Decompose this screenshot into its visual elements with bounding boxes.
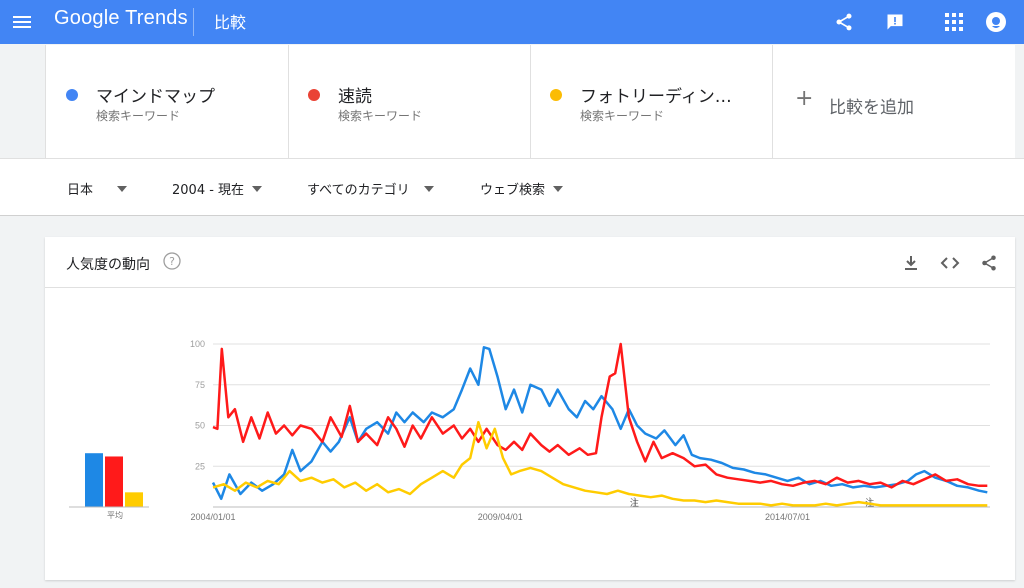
dropdown-caret-icon <box>252 185 263 192</box>
dropdown-caret-icon <box>553 185 564 192</box>
note-marker-label: 注 <box>630 497 639 509</box>
term-color-dot <box>308 89 320 101</box>
add-comparison-button[interactable]: + 比較を追加 <box>773 45 1015 158</box>
share-icon[interactable] <box>832 10 856 34</box>
x-tick-label: 2009/04/01 <box>478 512 523 522</box>
x-tick-label: 2014/07/01 <box>765 512 810 522</box>
svg-text:?: ? <box>169 255 175 268</box>
region-dropdown[interactable]: 日本 <box>67 179 128 198</box>
category-label: すべてのカテゴリ <box>307 183 410 198</box>
download-icon[interactable] <box>900 252 922 274</box>
google-trends-logo[interactable]: Google Trends <box>54 7 188 29</box>
term-card-1[interactable]: マインドマップ 検索キーワード <box>45 45 289 158</box>
filter-bar: 日本 2004 - 現在 すべてのカテゴリ ウェブ検索 <box>0 158 1024 216</box>
search-type-label: ウェブ検索 <box>480 183 546 198</box>
term-type: 検索キーワード <box>338 109 423 123</box>
dropdown-caret-icon <box>117 185 128 192</box>
term-color-dot <box>66 89 78 101</box>
average-bar-1 <box>85 453 103 507</box>
average-bar-2 <box>105 456 123 507</box>
average-label: 平均 <box>107 510 123 520</box>
y-tick-label: 50 <box>195 421 205 431</box>
feedback-icon[interactable] <box>883 10 907 34</box>
term-card-3[interactable]: フォトリーディン… 検索キーワード <box>530 45 773 158</box>
panel-divider <box>45 287 1015 288</box>
app-bar: Google Trends 比較 <box>0 0 1024 44</box>
term-name: フォトリーディン… <box>580 87 732 107</box>
region-label: 日本 <box>67 183 94 198</box>
search-type-dropdown[interactable]: ウェブ検索 <box>480 179 564 198</box>
compare-terms-bar: マインドマップ 検索キーワード 速読 検索キーワード フォトリーディン… 検索キ… <box>45 45 1015 158</box>
y-tick-label: 25 <box>195 461 205 471</box>
average-bar-3 <box>125 492 143 507</box>
category-dropdown[interactable]: すべてのカテゴリ <box>307 179 434 198</box>
period-label: 2004 - 現在 <box>172 183 245 198</box>
account-avatar-icon[interactable] <box>984 10 1008 34</box>
y-tick-label: 100 <box>190 339 205 349</box>
embed-code-icon[interactable] <box>939 252 961 274</box>
series-line-3 <box>212 420 988 507</box>
add-comparison-label: 比較を追加 <box>829 98 914 118</box>
page-title: 比較 <box>214 13 247 32</box>
header-divider <box>193 8 194 36</box>
interest-line-chart: 25 50 75 100 2004/01/01 2009/04/01 2014/07/01 注… <box>69 339 990 522</box>
term-name: 速読 <box>338 87 372 107</box>
menu-icon[interactable] <box>10 10 34 34</box>
x-tick-label: 2004/01/01 <box>190 512 235 522</box>
interest-over-time-panel: 人気度の動向 ? 25 50 75 100 2004/01/01 2009/04/01 20… <box>45 237 1015 580</box>
plus-icon: + <box>795 86 814 111</box>
term-type: 検索キーワード <box>580 109 665 123</box>
period-dropdown[interactable]: 2004 - 現在 <box>172 179 263 198</box>
share-chart-icon[interactable] <box>978 252 1000 274</box>
y-tick-label: 75 <box>195 380 205 390</box>
term-color-dot <box>550 89 562 101</box>
panel-title: 人気度の動向 <box>66 257 150 273</box>
help-icon[interactable]: ? <box>163 252 181 270</box>
term-name: マインドマップ <box>96 87 215 107</box>
term-type: 検索キーワード <box>96 109 181 123</box>
term-card-2[interactable]: 速読 検索キーワード <box>288 45 531 158</box>
series-line-2 <box>212 342 988 489</box>
apps-grid-icon[interactable] <box>942 10 966 34</box>
dropdown-caret-icon <box>423 185 434 192</box>
